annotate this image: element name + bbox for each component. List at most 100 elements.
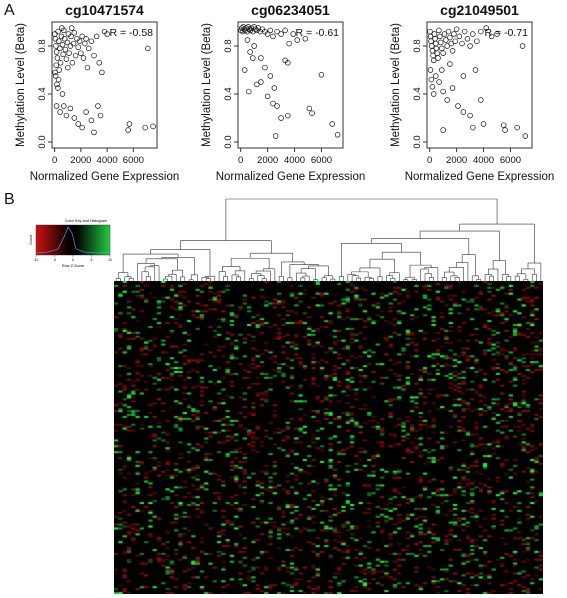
data-point <box>302 36 309 42</box>
data-point <box>262 64 268 71</box>
data-point <box>267 27 274 34</box>
data-point <box>76 38 83 44</box>
data-point <box>83 109 89 115</box>
data-point <box>437 39 444 46</box>
data-point <box>440 127 446 133</box>
plot-title: cg21049501 <box>440 2 519 18</box>
data-point <box>54 81 60 88</box>
y-tick-label: 0.0 <box>223 135 234 148</box>
data-point <box>57 45 63 52</box>
color-key-gradient-bar <box>35 224 111 256</box>
data-point <box>432 36 438 42</box>
column-dendrogram <box>115 198 542 281</box>
data-point <box>258 79 264 85</box>
data-point <box>246 88 252 95</box>
data-point <box>441 31 448 37</box>
color-key-tick-label: 10 <box>108 258 112 262</box>
y-tick-label: 0.4 <box>37 87 48 100</box>
plot-frame <box>237 21 344 149</box>
data-point <box>282 27 288 34</box>
data-point <box>62 46 69 53</box>
color-key-histogram <box>35 226 110 254</box>
x-tick-label: 4000 <box>284 155 305 166</box>
data-point <box>429 84 436 90</box>
data-point <box>447 34 453 41</box>
data-point <box>436 79 442 85</box>
data-point <box>93 33 100 40</box>
x-tick-label: 4000 <box>97 155 118 166</box>
data-point <box>85 45 92 52</box>
data-point <box>449 48 456 54</box>
data-point <box>444 43 450 49</box>
data-point <box>252 26 259 32</box>
data-point <box>70 40 77 47</box>
data-point <box>435 55 441 61</box>
data-point <box>104 31 110 37</box>
data-point <box>96 60 102 66</box>
x-tick-label: 4000 <box>473 155 494 166</box>
data-point <box>52 36 59 42</box>
data-point <box>247 49 253 55</box>
data-point <box>453 26 460 32</box>
data-point <box>82 40 88 47</box>
data-point <box>66 50 72 56</box>
data-point <box>461 28 468 35</box>
scatter-plot-3: cg21049501 R = -0.71 0 2000 4000 6000 0.0 0.4 0.… <box>390 2 554 183</box>
data-point <box>500 122 507 128</box>
data-point <box>80 55 87 61</box>
data-point <box>97 112 104 119</box>
y-tick-label: 0.4 <box>412 87 423 100</box>
data-point <box>254 81 260 88</box>
data-point <box>519 43 526 49</box>
plot-title: cg10471574 <box>65 2 144 18</box>
y-tick-label: 0.0 <box>37 135 48 148</box>
data-point <box>478 28 484 35</box>
y-tick-label: 0.8 <box>37 39 48 52</box>
data-point <box>83 36 89 42</box>
data-point <box>483 25 489 31</box>
data-point <box>430 91 437 97</box>
data-point <box>69 60 76 66</box>
data-point <box>494 31 500 37</box>
data-point <box>53 103 60 109</box>
data-point <box>58 33 65 40</box>
data-point <box>270 33 276 40</box>
data-point <box>440 88 446 95</box>
data-point <box>294 37 300 43</box>
data-point <box>285 60 291 66</box>
data-point <box>63 112 70 119</box>
data-point <box>264 31 271 37</box>
y-axis-label: Methylation Level (Beta) <box>390 23 402 147</box>
data-point <box>79 124 85 131</box>
data-point <box>57 109 63 115</box>
data-point <box>437 33 443 40</box>
data-point <box>59 42 66 48</box>
data-point <box>459 40 465 47</box>
x-tick-label: 0 <box>427 155 432 166</box>
data-point <box>61 36 68 42</box>
y-axis-label: Methylation Level (Beta) <box>15 23 27 147</box>
y-axis-label: Methylation Level (Beta) <box>201 23 213 147</box>
x-tick-label: 6000 <box>500 155 521 166</box>
data-point <box>433 45 440 52</box>
data-point <box>514 124 520 131</box>
data-point <box>436 27 442 34</box>
data-point <box>75 44 81 50</box>
y-tick-label: 0.0 <box>412 135 423 148</box>
data-point <box>470 124 476 131</box>
data-point <box>88 38 95 44</box>
data-point <box>78 50 84 56</box>
x-tick-label: 0 <box>238 155 243 166</box>
data-point <box>309 110 315 116</box>
data-point <box>55 76 62 83</box>
color-key-tick-label: -10 <box>34 258 39 262</box>
data-point <box>428 76 435 83</box>
data-point <box>278 31 284 37</box>
data-point <box>433 73 439 79</box>
data-point <box>439 45 445 52</box>
data-point <box>56 38 62 44</box>
data-point <box>318 72 325 78</box>
data-point <box>67 105 74 112</box>
data-point <box>449 85 456 91</box>
data-point <box>460 73 467 79</box>
